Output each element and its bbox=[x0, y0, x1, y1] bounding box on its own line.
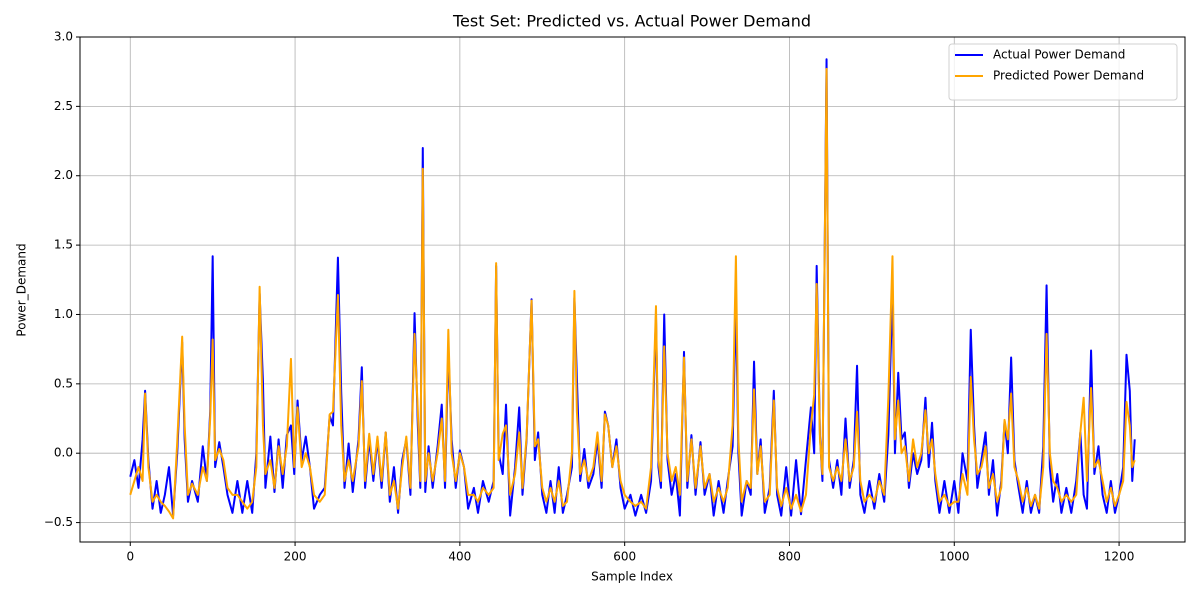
x-tick-label: 0 bbox=[126, 550, 134, 564]
y-tick-label: 2.0 bbox=[54, 168, 73, 182]
y-tick-label: 1.0 bbox=[54, 307, 73, 321]
y-tick-label: −0.5 bbox=[44, 515, 73, 529]
plot-frame bbox=[79, 36, 1186, 543]
y-axis-label: Power_Demand bbox=[15, 243, 29, 336]
legend-box bbox=[948, 43, 1178, 101]
legend: Actual Power Demand Predicted Power Deman… bbox=[948, 43, 1178, 101]
legend-label: Actual Power Demand bbox=[993, 48, 1125, 62]
series-line bbox=[129, 67, 1136, 520]
plot-lines bbox=[129, 58, 1136, 520]
x-tick-label: 200 bbox=[284, 550, 307, 564]
y-tick-label: 0.0 bbox=[54, 446, 73, 460]
y-tick-label: 1.5 bbox=[54, 238, 73, 252]
x-axis-label: Sample Index bbox=[591, 570, 673, 584]
y-tick-label: 2.5 bbox=[54, 99, 73, 113]
legend-label: Predicted Power Demand bbox=[993, 69, 1144, 83]
y-tick-label: 3.0 bbox=[54, 30, 73, 44]
y-tick-label: 0.5 bbox=[54, 376, 73, 390]
x-tick-label: 1000 bbox=[939, 550, 970, 564]
x-tick-label: 1200 bbox=[1104, 550, 1135, 564]
x-tick-label: 800 bbox=[778, 550, 801, 564]
chart-title: Test Set: Predicted vs. Actual Power Dem… bbox=[452, 12, 811, 31]
x-tick-label: 600 bbox=[613, 550, 636, 564]
x-tick-label: 400 bbox=[448, 550, 471, 564]
axes: 0 200 400 600 800 1000 1200 −0.5 0.0 0.5 1.0 1.5 2.0… bbox=[44, 30, 1134, 564]
